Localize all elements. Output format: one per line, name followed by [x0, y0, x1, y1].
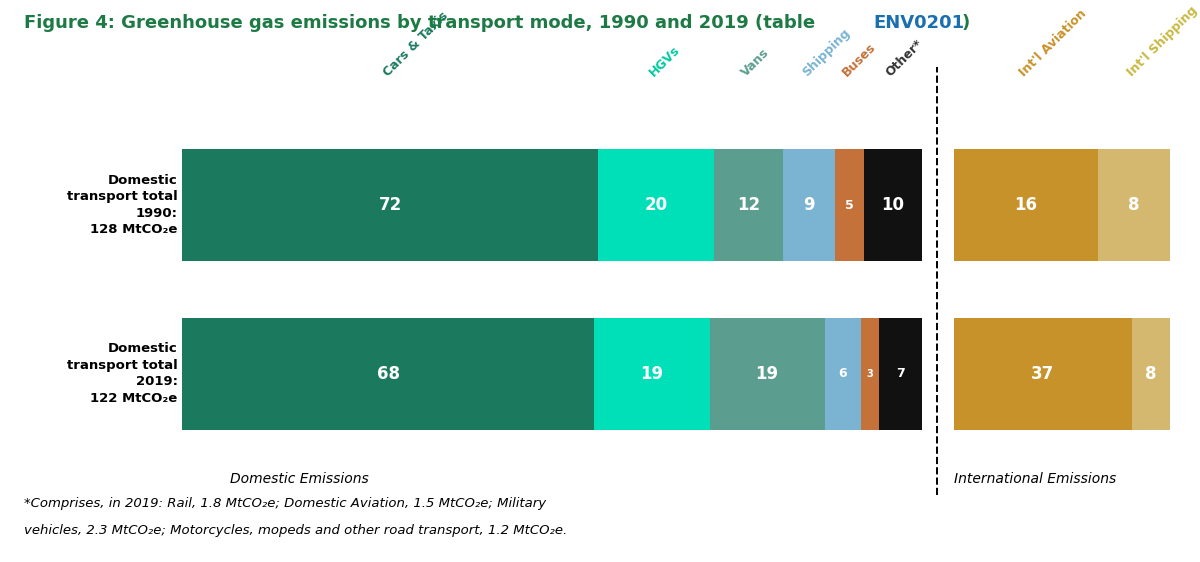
- Bar: [954, 318, 1132, 430]
- Text: Figure 4: Greenhouse gas emissions by transport mode, 1990 and 2019 (table: Figure 4: Greenhouse gas emissions by tr…: [24, 14, 821, 32]
- Text: *Comprises, in 2019: Rail, 1.8 MtCO₂e; Domestic Aviation, 1.5 MtCO₂e; Military: *Comprises, in 2019: Rail, 1.8 MtCO₂e; D…: [24, 497, 546, 510]
- Text: 37: 37: [1031, 365, 1055, 383]
- Text: 5: 5: [845, 198, 853, 212]
- Text: Other*: Other*: [883, 37, 925, 79]
- Text: ENV0201: ENV0201: [874, 14, 965, 32]
- Text: 8: 8: [1145, 365, 1157, 383]
- Text: ): ): [961, 14, 970, 32]
- Text: 6: 6: [839, 367, 847, 380]
- Text: 16: 16: [1014, 196, 1038, 214]
- Text: Shipping: Shipping: [799, 26, 852, 79]
- Text: Int'l Aviation: Int'l Aviation: [1016, 7, 1088, 79]
- Text: 19: 19: [756, 365, 779, 383]
- Text: 3: 3: [866, 369, 874, 379]
- Bar: [862, 318, 880, 430]
- Text: 12: 12: [737, 196, 760, 214]
- Text: 8: 8: [1128, 196, 1140, 214]
- Bar: [598, 149, 714, 261]
- Text: Cars & Taxis: Cars & Taxis: [382, 9, 451, 79]
- Text: Domestic
transport total
1990:
128 MtCO₂e: Domestic transport total 1990: 128 MtCO₂…: [67, 174, 178, 237]
- Bar: [1098, 149, 1170, 261]
- Bar: [835, 149, 864, 261]
- Bar: [782, 149, 835, 261]
- Text: Vans: Vans: [739, 46, 773, 79]
- Text: 19: 19: [641, 365, 664, 383]
- Bar: [182, 149, 598, 261]
- Text: 20: 20: [644, 196, 667, 214]
- Bar: [824, 318, 862, 430]
- Text: Buses: Buses: [840, 40, 878, 79]
- Bar: [182, 318, 594, 430]
- Bar: [954, 149, 1098, 261]
- Text: 68: 68: [377, 365, 400, 383]
- Text: vehicles, 2.3 MtCO₂e; Motorcycles, mopeds and other road transport, 1.2 MtCO₂e.: vehicles, 2.3 MtCO₂e; Motorcycles, moped…: [24, 524, 568, 537]
- Bar: [709, 318, 824, 430]
- Text: 72: 72: [379, 196, 402, 214]
- Bar: [864, 149, 922, 261]
- Bar: [1132, 318, 1170, 430]
- Text: 9: 9: [803, 196, 815, 214]
- Text: Int'l Shipping: Int'l Shipping: [1124, 3, 1200, 79]
- Text: 10: 10: [881, 196, 905, 214]
- Bar: [714, 149, 782, 261]
- Text: Domestic Emissions: Domestic Emissions: [230, 472, 370, 486]
- Bar: [594, 318, 709, 430]
- Text: 7: 7: [896, 367, 905, 380]
- Text: HGVs: HGVs: [647, 43, 683, 79]
- Bar: [880, 318, 922, 430]
- Text: Domestic
transport total
2019:
122 MtCO₂e: Domestic transport total 2019: 122 MtCO₂…: [67, 342, 178, 405]
- Text: International Emissions: International Emissions: [954, 472, 1116, 486]
